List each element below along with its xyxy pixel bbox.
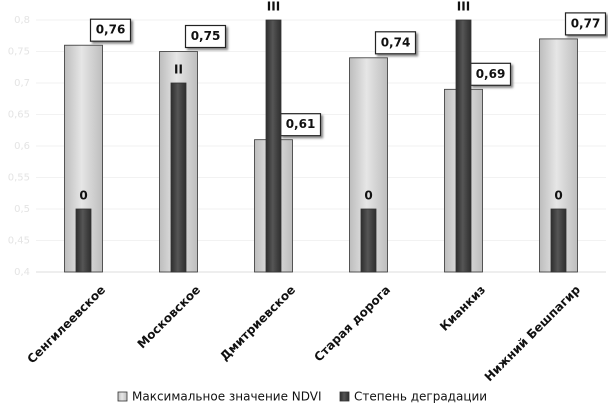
y-tick-label: 0,8	[14, 15, 30, 26]
y-tick-label: 0,7	[14, 78, 30, 89]
y-tick-label: 0,75	[8, 47, 30, 58]
bar	[75, 208, 92, 273]
bar	[455, 19, 472, 273]
legend-label: Максимальное значение NDVI	[132, 390, 322, 404]
value-label: II	[174, 63, 183, 77]
value-label: 0	[364, 189, 372, 203]
value-label: 0,77	[571, 16, 601, 30]
bar	[265, 19, 282, 273]
value-label: 0,76	[96, 23, 126, 37]
value-label-box	[184, 24, 227, 49]
value-label: 0,75	[191, 29, 221, 43]
x-tick-label: Дмитриевское	[217, 283, 298, 364]
value-label-box	[374, 31, 417, 55]
x-tick-label: Нижний Бешпагир	[482, 282, 584, 384]
value-label: III	[457, 0, 470, 14]
value-label-box	[564, 12, 607, 36]
value-label: 0	[554, 189, 562, 203]
value-label: 0,74	[381, 35, 411, 49]
value-label: 0,61	[286, 117, 316, 131]
y-tick-label: 0,6	[14, 141, 30, 152]
bar	[170, 82, 187, 273]
y-tick-label: 0,4	[14, 267, 30, 278]
legend-swatch	[339, 391, 350, 402]
legend-label: Степень деградации	[354, 390, 487, 404]
x-tick-label: Старая дорога	[311, 283, 393, 365]
x-tick-label: Кианкиз	[437, 283, 488, 334]
y-tick-label: 0,55	[8, 173, 30, 184]
value-label-box	[89, 18, 132, 42]
bar	[550, 208, 567, 273]
y-tick-label: 0,45	[8, 236, 30, 247]
legend-swatch	[117, 391, 128, 402]
bar	[360, 208, 377, 273]
y-tick-label: 0,5	[14, 204, 30, 215]
x-tick-label: Московское	[135, 283, 204, 352]
value-label: 0	[79, 189, 87, 203]
x-tick-label: Сенгилеевское	[25, 283, 109, 367]
value-label: 0,69	[476, 67, 506, 81]
y-tick-label: 0,65	[8, 110, 30, 121]
value-label: III	[267, 0, 280, 14]
